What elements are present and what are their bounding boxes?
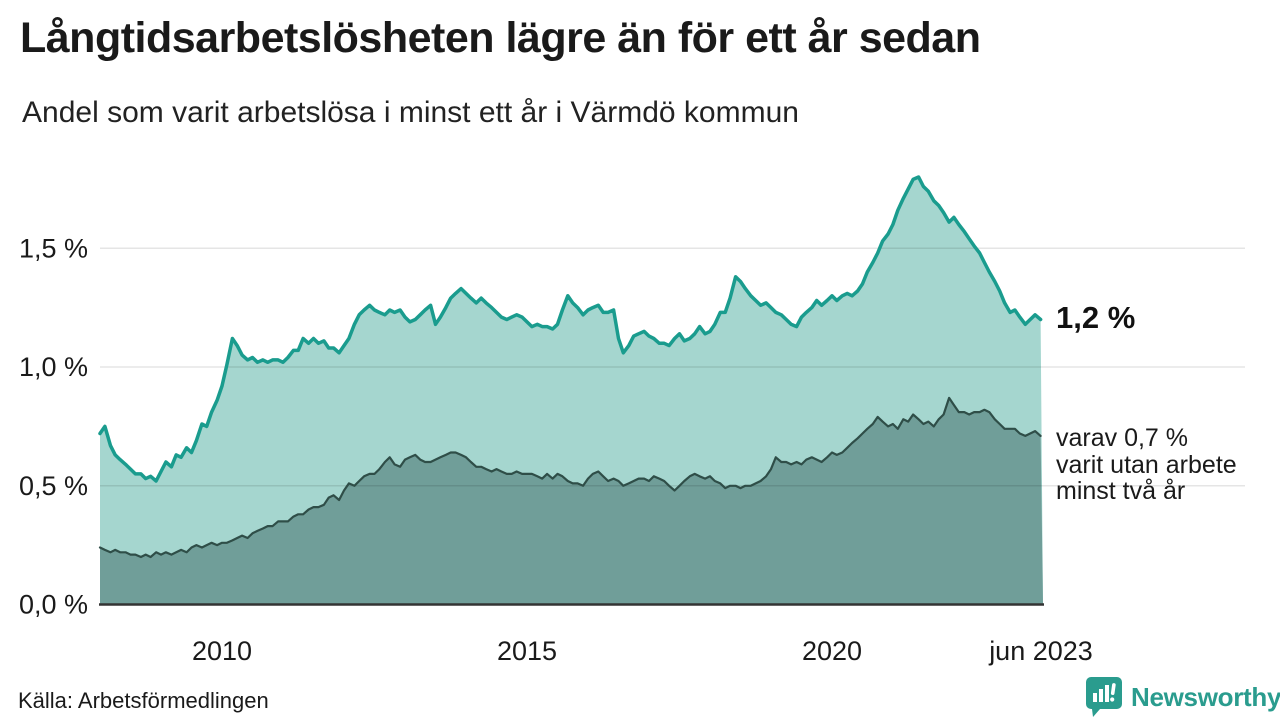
series-fill-1 — [100, 397, 1043, 605]
source-caption: Källa: Arbetsförmedlingen — [18, 688, 269, 713]
area-chart: 0,0 % 0,5 % 1,0 % 1,5 % 2010 2015 2020 jun 202… — [19, 175, 1245, 666]
y-tick-0,0 %: 0,0 % — [19, 590, 88, 620]
exclamation-stem — [1110, 683, 1116, 696]
secondary-value-line2: varit utan arbete — [1056, 450, 1237, 479]
gridlines — [100, 247, 1245, 487]
series-lines — [98, 175, 1043, 559]
y-tick-1,0 %: 1,0 % — [19, 352, 88, 382]
bar-1 — [1093, 693, 1097, 702]
x-axis-labels: 2010 2015 2020 jun 2023 — [192, 636, 1093, 666]
series-line-1 — [98, 396, 1042, 559]
y-tick-0,5 %: 0,5 % — [19, 471, 88, 501]
area-fills — [100, 177, 1043, 605]
series-line-0 — [98, 175, 1043, 483]
chart-subtitle: Andel som varit arbetslösa i minst ett å… — [22, 96, 799, 129]
brand-wordmark: Newsworthy — [1131, 681, 1280, 712]
x-tick-2015: 2015 — [497, 636, 557, 666]
secondary-value-label: varav 0,7 % varit utan arbete minst två … — [1056, 425, 1237, 505]
x-tick-2020: 2020 — [802, 636, 862, 666]
bar-3 — [1105, 685, 1109, 702]
bar-2 — [1099, 689, 1103, 702]
y-axis-labels: 0,0 % 0,5 % 1,0 % 1,5 % — [19, 233, 88, 619]
page-title: Långtidsarbetslösheten lägre än för ett … — [20, 14, 981, 62]
exclamation-dot — [1110, 697, 1115, 702]
secondary-value-line1: varav 0,7 % — [1056, 424, 1189, 452]
newsworthy-bubble-icon — [1086, 677, 1122, 717]
latest-value-label: 1,2 % — [1056, 300, 1136, 335]
secondary-value-line3: minst två år — [1056, 477, 1186, 505]
x-tick-jun 2023: jun 2023 — [988, 636, 1093, 666]
bubble-shape — [1086, 677, 1122, 717]
newsworthy-logo: Newsworthy — [1085, 676, 1280, 718]
y-tick-1,5 %: 1,5 % — [19, 233, 88, 263]
x-tick-2010: 2010 — [192, 636, 252, 666]
